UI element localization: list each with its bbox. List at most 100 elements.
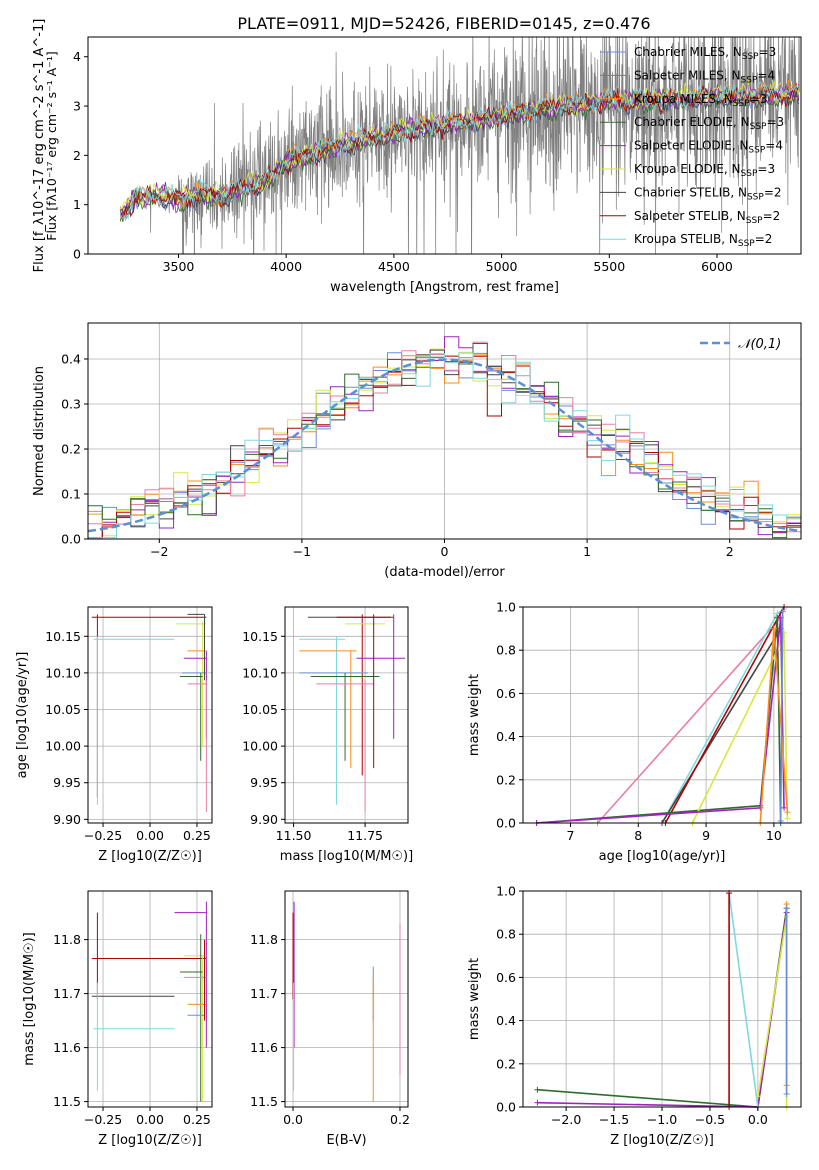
- y-axis-label: Normed distribution: [32, 366, 47, 496]
- weight-marker: [757, 804, 764, 811]
- x-tick-label: 0.25: [183, 828, 211, 843]
- y-tick-label: 1.0: [496, 600, 516, 615]
- y-tick-label: 10.00: [45, 739, 81, 754]
- y-tick-label: 0.6: [496, 970, 516, 985]
- plot-area: [91, 613, 207, 813]
- x-axis-label: Z [log10(Z/Z☉)]: [98, 849, 202, 864]
- x-tick-label: −1: [293, 544, 311, 559]
- x-axis-label: (data-model)/error: [384, 565, 505, 580]
- y-axis-label-flux: Flux [fλ10⁻¹⁷ erg cm⁻² s⁻¹ A⁻¹]: [44, 51, 59, 240]
- y-tick-label: 0.2: [61, 442, 81, 457]
- y-axis-label: age [log10(age/yr)]: [15, 652, 30, 779]
- weight-marker: [534, 1099, 541, 1106]
- model-spectrum-6: [119, 87, 800, 216]
- weight-line-0: [597, 617, 782, 824]
- legend-sub: SSP: [742, 52, 759, 62]
- x-tick-label: −0.5: [695, 1112, 725, 1127]
- y-tick-label: 0.3: [61, 397, 81, 412]
- y-axis-label: mass weight: [467, 958, 482, 1040]
- x-axis-label: wavelength [Angstrom, rest frame]: [330, 280, 559, 295]
- weight-marker: [781, 804, 788, 811]
- y-tick-label: 11.8: [250, 932, 278, 947]
- y-tick-label: 10.05: [45, 702, 81, 717]
- weight-marker: [770, 625, 777, 632]
- weight-line-3: [664, 606, 785, 824]
- legend-entry: Chabrier MILES, NSSP=3: [634, 45, 776, 62]
- model-spectrum-3: [119, 87, 800, 223]
- legend-sub: SSP: [741, 75, 758, 85]
- y-tick-label: 0.6: [496, 686, 516, 701]
- x-tick-label: −2: [150, 544, 168, 559]
- axes-frame: [87, 36, 802, 255]
- y-tick-label: 0.0: [61, 532, 81, 547]
- legend-n: N: [741, 115, 750, 129]
- x-tick-label: −1.5: [599, 1112, 629, 1127]
- y-axis-label: Flux [f_λ10^-17 erg cm^-2 s^-1 A^-1]: [32, 19, 47, 273]
- y-tick-label: 0.2: [496, 1056, 516, 1071]
- weight-marker: [779, 608, 786, 615]
- legend-n: N: [732, 68, 741, 82]
- legend-entry: Kroupa ELODIE, NSSP=3: [634, 162, 775, 179]
- model-spectrum-8: [119, 81, 800, 222]
- x-axis-label: mass [log10(M/M☉)]: [280, 849, 413, 864]
- legend-val: =4: [765, 139, 783, 153]
- weight-marker: [534, 1086, 541, 1093]
- y-tick-label: 11.7: [53, 986, 81, 1001]
- axes-frame: [284, 606, 409, 824]
- chart-panel-3: 11.50 11.75 9.90 9.95 10.00 10.05 10.10 10.15 ma…: [242, 606, 413, 864]
- x-axis-label: Z [log10(Z/Z☉)]: [98, 1133, 202, 1148]
- plot-area: [91, 901, 207, 1102]
- plot-area: [88, 336, 801, 539]
- x-tick-label: 0.2: [390, 1112, 410, 1127]
- y-tick-label: 1: [73, 197, 81, 212]
- plot-area: [299, 614, 406, 813]
- x-tick-label: 3500: [163, 259, 195, 274]
- x-tick-label: 0.0: [283, 1112, 303, 1127]
- y-tick-label: 11.5: [250, 1094, 278, 1109]
- x-tick-label: −1.0: [647, 1112, 677, 1127]
- legend-val: =3: [766, 115, 784, 129]
- chart-panel-4: 7 8 9 10 0.0 0.2 0.4 0.6 0.8 1.0 age [log10(age/yr…: [467, 600, 802, 864]
- legend-entry: 𝒩(0,1): [738, 337, 781, 352]
- weight-line-2: [728, 893, 759, 1108]
- x-tick-label: 5500: [593, 259, 625, 274]
- x-tick-label: 5000: [486, 259, 518, 274]
- legend-n: N: [729, 232, 738, 246]
- model-spectrum-7: [119, 82, 800, 218]
- y-tick-label: 10.05: [242, 702, 278, 717]
- legend-entry: Salpeter ELODIE, NSSP=4: [634, 139, 783, 156]
- y-tick-label: 0.1: [61, 487, 81, 502]
- y-axis-label: mass weight: [467, 674, 482, 756]
- legend-val: =3: [759, 45, 777, 59]
- x-axis-label: E(B-V): [326, 1133, 366, 1148]
- chart-panel-0: 3500 4000 4500 5000 5500 6000 0 1 2 3 4 wavelength …: [32, 19, 802, 295]
- legend-val: =3: [757, 162, 775, 176]
- x-tick-label: 11.50: [276, 828, 312, 843]
- y-tick-label: 11.5: [53, 1094, 81, 1109]
- y-tick-label: 0.4: [61, 352, 81, 367]
- normal-curve: [88, 358, 801, 533]
- y-tick-label: 0.0: [496, 816, 516, 831]
- y-tick-label: 9.95: [250, 775, 278, 790]
- legend-entry: Chabrier STELIB, NSSP=2: [634, 185, 782, 202]
- legend-sub: SSP: [750, 122, 767, 132]
- weight-line-2: [661, 628, 782, 824]
- y-tick-label: 11.6: [250, 1040, 278, 1055]
- x-tick-label: 10: [766, 828, 782, 843]
- legend-entry: Kroupa STELIB, NSSP=2: [634, 232, 772, 249]
- legend-n: N: [737, 209, 746, 223]
- plot-area: [533, 604, 791, 826]
- y-tick-label: 1.0: [496, 884, 516, 899]
- x-tick-label: 0.25: [183, 1112, 211, 1127]
- y-tick-label: 10.10: [45, 665, 81, 680]
- chart-panel-6: 0.0 0.2 11.5 11.6 11.7 11.8 E(B-V): [250, 890, 410, 1148]
- legend-val: =2: [764, 185, 782, 199]
- x-tick-label: 2: [726, 544, 734, 559]
- legend-val: =2: [763, 209, 781, 223]
- y-tick-label: 0.0: [496, 1100, 516, 1115]
- y-tick-label: 0.8: [496, 643, 516, 658]
- x-tick-label: 0.00: [136, 828, 164, 843]
- legend-val: =4: [757, 68, 775, 82]
- legend-sub: SSP: [747, 192, 764, 202]
